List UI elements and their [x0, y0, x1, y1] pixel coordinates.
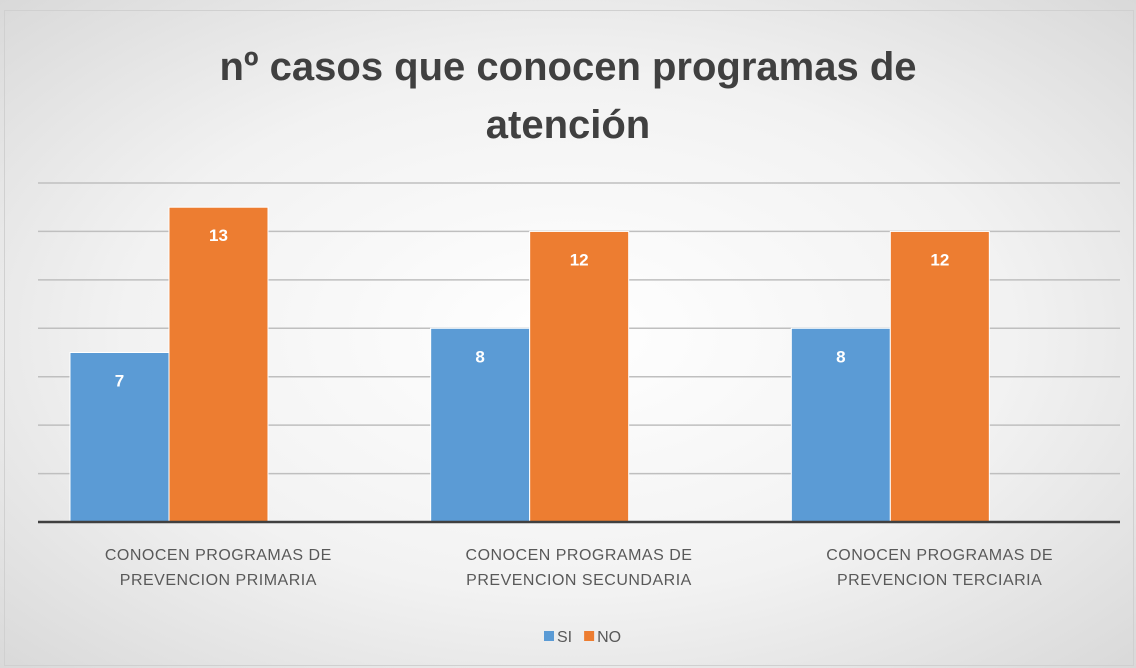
bar	[69, 352, 170, 523]
bar	[790, 327, 891, 523]
data-label: 8	[475, 347, 484, 366]
chart-title: nº casos que conocen programas de atenci…	[219, 45, 917, 147]
data-label: 12	[570, 250, 589, 269]
legend-label: NO	[597, 629, 621, 646]
legend-swatch	[584, 631, 595, 641]
bar	[529, 230, 630, 523]
x-tick-label: CONOCEN PROGRAMAS DE PREVENCION PRIMARIA	[104, 547, 332, 589]
legend-label: SI	[557, 629, 572, 646]
data-label: 7	[115, 372, 124, 391]
x-tick-label: CONOCEN PROGRAMAS DE PREVENCION TERCIARI…	[826, 547, 1054, 589]
data-label: 13	[209, 226, 228, 245]
bar	[168, 206, 269, 523]
legend-swatch	[544, 631, 554, 641]
data-label: 8	[836, 347, 845, 366]
data-label: 12	[930, 250, 949, 269]
chart-frame	[4, 10, 1134, 666]
bar	[889, 230, 990, 523]
x-tick-label: CONOCEN PROGRAMAS DE PREVENCION SECUNDAR…	[465, 547, 693, 589]
